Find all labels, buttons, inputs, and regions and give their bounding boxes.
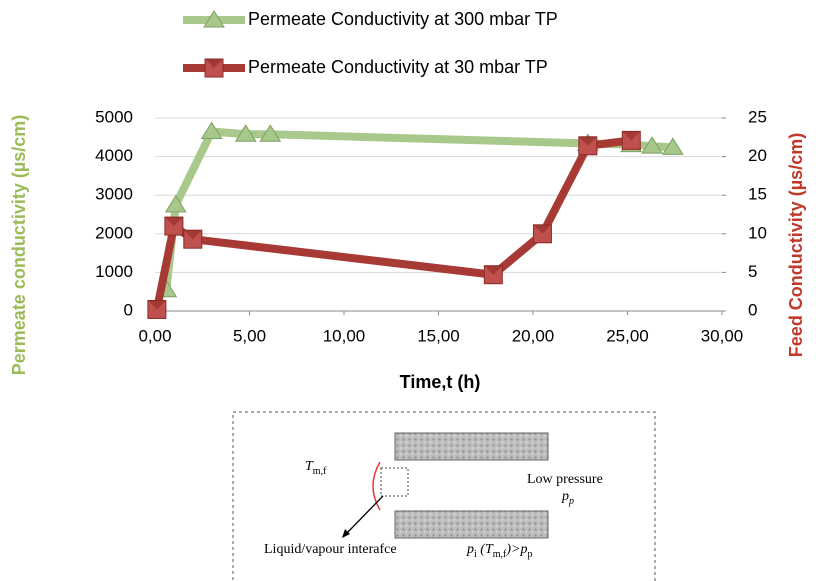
arrow-head [342, 529, 350, 538]
marker-shade [622, 131, 641, 141]
data-point [147, 299, 167, 319]
y2-tick-label: 15 [748, 185, 767, 204]
legend-label: Permeate Conductivity at 300 mbar TP [248, 9, 558, 29]
data-point [483, 265, 503, 285]
membrane-top [394, 432, 549, 461]
data-point [578, 136, 598, 156]
marker-shade [164, 217, 183, 227]
marker-shade [533, 224, 552, 234]
y-tick-label: 2000 [95, 223, 133, 242]
condition-part: p [527, 549, 532, 560]
y2-tick-label: 5 [748, 262, 757, 281]
marker-shade [484, 265, 503, 275]
data-point [641, 136, 663, 154]
x-tick-label: 15,00 [417, 326, 460, 345]
condition-part: m,f [493, 549, 507, 560]
pp-label: pp [561, 489, 574, 507]
y2-tick-label: 0 [748, 300, 757, 319]
y2-axis-label: Feed Conductivity (µs/cm) [786, 133, 806, 357]
x-tick-label: 5,00 [233, 326, 266, 345]
y-tick-label: 5000 [95, 107, 133, 126]
data-point [164, 216, 184, 236]
t-mf-main: T [305, 459, 314, 474]
data-point [532, 224, 552, 244]
condition-part: )>p [505, 542, 527, 557]
y2-tick-label: 20 [748, 146, 767, 165]
t-mf-sub: m,f [313, 466, 327, 477]
arrow-line [345, 495, 384, 535]
condition-label: pi (Tm,f)>pp [466, 542, 532, 560]
condition-part: p [466, 542, 474, 557]
condition-part: (T [477, 542, 494, 557]
legend-label: Permeate Conductivity at 30 mbar TP [248, 57, 548, 77]
marker-shade [147, 300, 166, 310]
data-point [259, 124, 282, 142]
x-tick-label: 10,00 [323, 326, 366, 345]
data-point [164, 194, 187, 213]
x-tick-label: 30,00 [701, 326, 744, 345]
pp-sub: p [568, 496, 574, 507]
data-point [183, 229, 203, 249]
pp-main: p [561, 489, 569, 504]
legend-swatch-marker [204, 58, 224, 78]
data-point [621, 130, 641, 150]
condition-part: i [474, 549, 477, 560]
y-tick-label: 1000 [95, 262, 133, 281]
marker-shade [578, 136, 597, 146]
interface-label: Liquid/vapour interafce [264, 542, 397, 557]
y-axis-label: Permeate conductivity (µs/cm) [9, 115, 29, 375]
data-point [234, 124, 257, 142]
series-line [152, 136, 632, 311]
membrane-bottom [394, 510, 549, 539]
diagram-frame [232, 411, 656, 581]
x-tick-label: 0,00 [138, 326, 171, 345]
zoom-box [380, 467, 409, 497]
data-point [661, 137, 684, 155]
x-axis-label: Time,t (h) [400, 372, 481, 392]
x-tick-label: 20,00 [512, 326, 555, 345]
data-point [200, 121, 223, 140]
y-tick-label: 0 [124, 300, 133, 319]
marker-shade [205, 59, 223, 68]
t-mf-label: Tm,f [305, 459, 327, 477]
y-tick-label: 4000 [95, 146, 133, 165]
x-tick-label: 25,00 [606, 326, 649, 345]
y2-tick-label: 10 [748, 223, 767, 242]
marker-shade [183, 230, 202, 240]
legend-swatch-marker [203, 10, 225, 28]
diagram: Tm,f Low pressure pp Liquid/vapour inter… [232, 411, 656, 581]
low-pressure-label: Low pressure [527, 472, 603, 487]
interface-arc [372, 461, 381, 511]
y-tick-label: 3000 [95, 185, 133, 204]
y2-tick-label: 25 [748, 107, 767, 126]
